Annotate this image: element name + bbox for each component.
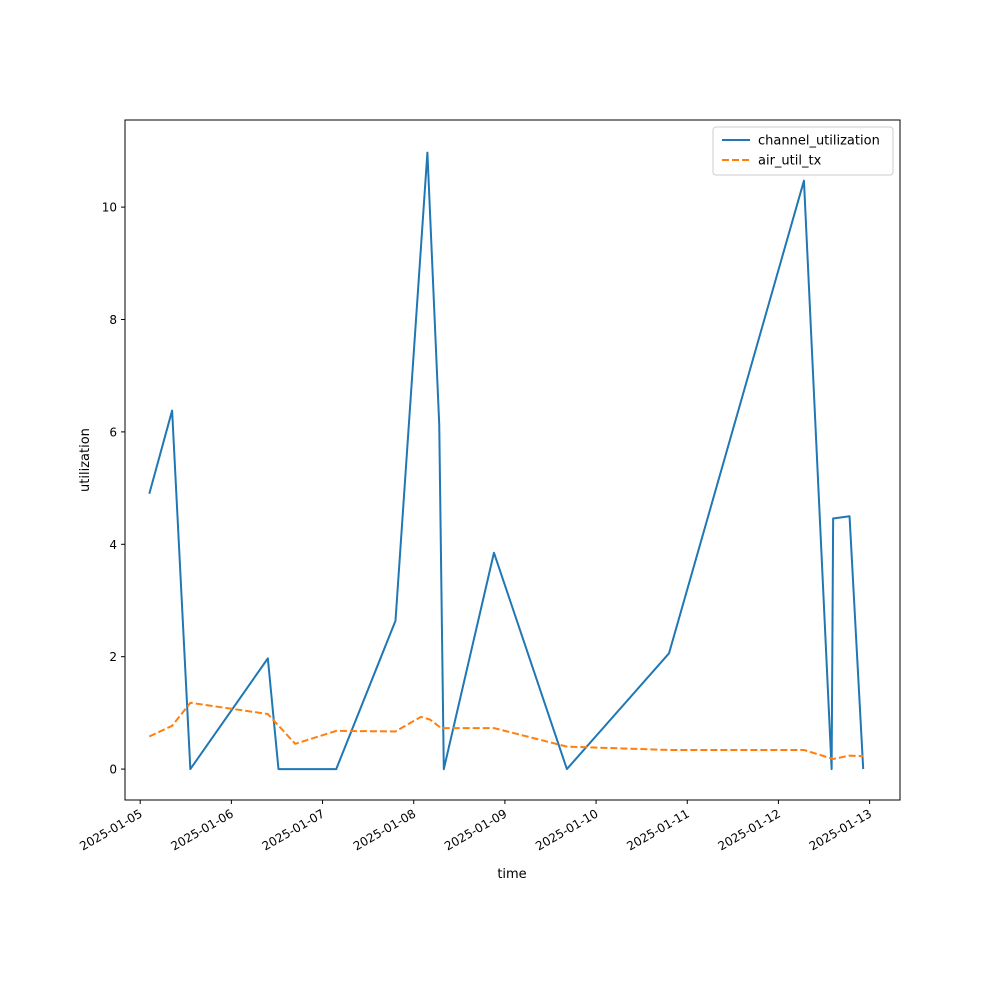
- y-axis-label: utilization: [78, 428, 93, 492]
- legend-label: channel_utilization: [758, 134, 880, 149]
- y-tick-label: 2: [109, 650, 117, 664]
- y-tick-label: 0: [109, 763, 117, 777]
- y-tick-label: 8: [109, 313, 117, 327]
- legend-box: [712, 126, 894, 176]
- y-tick-label: 4: [109, 538, 117, 552]
- series-line-1: [148, 151, 865, 771]
- x-axis-label: time: [497, 867, 526, 882]
- y-tick-label: 6: [109, 425, 117, 439]
- legend: channel_utilization air_util_tx: [712, 126, 894, 176]
- plot-area-frame: [124, 119, 901, 801]
- series-line-2: [148, 701, 864, 760]
- legend-label: air_util_tx: [758, 154, 822, 169]
- y-tick-label: 10: [102, 201, 117, 215]
- y-axis: 0 2 4 6 8 10: [102, 201, 125, 777]
- series-layer: [148, 151, 865, 771]
